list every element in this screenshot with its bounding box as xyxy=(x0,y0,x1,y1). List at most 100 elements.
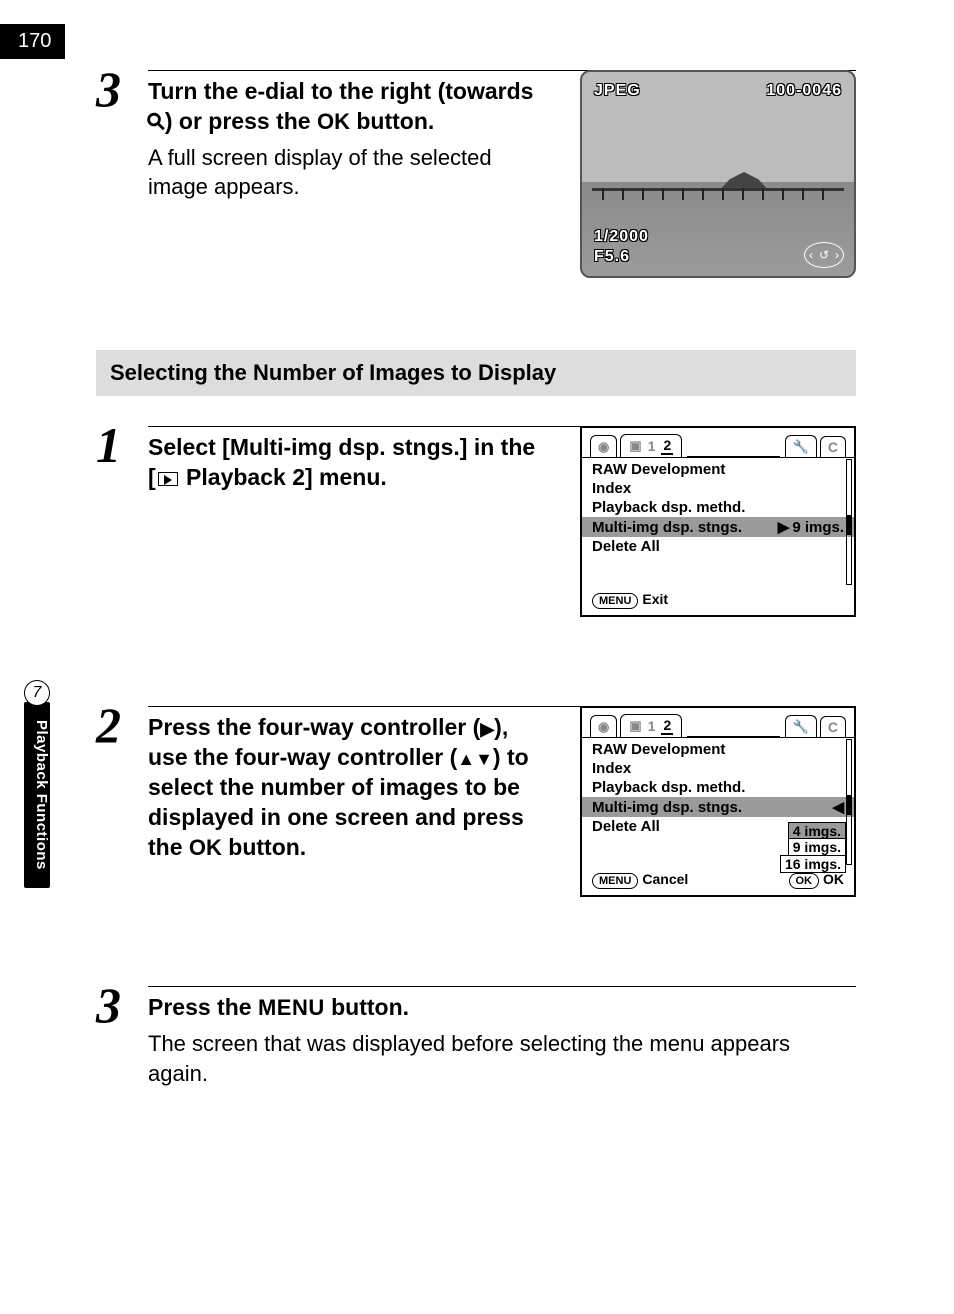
lcd-menu-1: ◉ ▣ 1 2 🔧 C RAW Development Index Playba… xyxy=(580,426,856,617)
right-arrow-icon: ▶ xyxy=(480,719,494,739)
text: ) or press the xyxy=(165,108,317,134)
step-2: 2 Press the four-way controller (▶), use… xyxy=(96,706,856,956)
footer-ok: OK xyxy=(823,871,844,887)
section-header: Selecting the Number of Images to Displa… xyxy=(96,350,856,396)
tab-page-2: 2 xyxy=(661,437,673,455)
tab-capture: ◉ xyxy=(590,435,617,457)
menu-item-value: ▶9 imgs. xyxy=(775,518,844,536)
wrench-icon: 🔧 xyxy=(793,439,809,454)
menu-item-label: Delete All xyxy=(592,818,660,835)
menu-pill-icon: MENU xyxy=(592,593,638,609)
step-1: 1 Select [Multi-img dsp. stngs.] in the … xyxy=(96,426,856,676)
menu-tabs: ◉ ▣ 1 2 🔧 C xyxy=(582,428,854,457)
tab-playback: ▣ 1 2 xyxy=(620,434,682,457)
menu-item: Delete All xyxy=(582,537,854,556)
tab-page-1: 1 xyxy=(648,718,656,734)
menu-item-label: Playback dsp. methd. xyxy=(592,779,745,796)
wrench-icon: 🔧 xyxy=(793,719,809,734)
step-title: Press the MENU button. xyxy=(148,993,848,1023)
footer-cancel: Cancel xyxy=(642,871,688,887)
option-selected: 4 imgs. xyxy=(788,822,846,840)
ok-label: OK xyxy=(189,835,222,860)
step-number: 3 xyxy=(96,64,121,114)
menu-item: RAW Development xyxy=(582,740,854,759)
option-list: 4 imgs. 9 imgs. 16 imgs. xyxy=(780,823,846,873)
step-description: The screen that was displayed before sel… xyxy=(148,1029,848,1088)
step-title: Turn the e-dial to the right (towards ) … xyxy=(148,77,548,137)
ok-label: OK xyxy=(317,109,350,134)
step-title: Press the four-way controller (▶), use t… xyxy=(148,713,548,862)
tab-page-2: 2 xyxy=(661,717,673,735)
text: Playback 2] menu. xyxy=(180,464,387,490)
value-text: 9 imgs. xyxy=(792,519,844,536)
text: Turn the e-dial to the right (towards xyxy=(148,78,533,104)
menu-item-label: Index xyxy=(592,480,631,497)
aperture: F5.6 xyxy=(594,248,630,266)
lcd-menu-2: ◉ ▣ 1 2 🔧 C RAW Development Index Playba… xyxy=(580,706,856,897)
option: 9 imgs. xyxy=(788,838,846,856)
menu-item-selected: Multi-img dsp. stngs. ▶9 imgs. xyxy=(582,517,854,537)
tab-playback: ▣ 1 2 xyxy=(620,714,682,737)
tab-custom: C xyxy=(820,716,846,737)
step-number: 2 xyxy=(96,700,121,750)
step-description: A full screen display of the selected im… xyxy=(148,143,548,202)
chapter-label: Playback Functions xyxy=(24,702,50,888)
tab-page-1: 1 xyxy=(648,438,656,454)
menu-item: Playback dsp. methd. xyxy=(582,778,854,797)
menu-tabs: ◉ ▣ 1 2 🔧 C xyxy=(582,708,854,737)
step-number: 3 xyxy=(96,980,121,1030)
menu-item-label: Multi-img dsp. stngs. xyxy=(592,799,742,816)
tab-custom: C xyxy=(820,436,846,457)
menu-item-label: RAW Development xyxy=(592,461,725,478)
left-arrow-icon: ◀ xyxy=(832,798,844,816)
text: button. xyxy=(325,994,409,1020)
up-down-arrow-icon: ▲▼ xyxy=(457,749,493,769)
menu-item-selected: Multi-img dsp. stngs. ◀ xyxy=(582,797,854,817)
menu-item-label: Delete All xyxy=(592,538,660,555)
menu-item-label: Index xyxy=(592,760,631,777)
option: 16 imgs. xyxy=(780,855,846,873)
step-number: 1 xyxy=(96,420,121,470)
camera-icon: ◉ xyxy=(598,439,609,454)
ok-pill-icon: OK xyxy=(789,873,820,889)
page-number: 170 xyxy=(0,24,65,59)
camera-icon: ◉ xyxy=(598,719,609,734)
format-label: JPEG xyxy=(594,82,641,100)
playback-icon xyxy=(158,472,178,486)
menu-pill-icon: MENU xyxy=(592,873,638,889)
step-title: Select [Multi-img dsp. stngs.] in the [ … xyxy=(148,433,548,493)
scrollbar xyxy=(846,739,852,865)
menu-item: Playback dsp. methd. xyxy=(582,498,854,517)
menu-item: Index xyxy=(582,759,854,778)
menu-item-label: RAW Development xyxy=(592,741,725,758)
magnify-icon xyxy=(148,108,165,134)
menu-label: MENU xyxy=(258,995,325,1020)
lcd-preview-photo: JPEG 100-0046 1/2000 F5.6 ‹↺› xyxy=(580,70,856,278)
side-tab: 7 Playback Functions xyxy=(24,680,50,888)
footer-label: Exit xyxy=(642,591,668,607)
scrollbar xyxy=(846,459,852,585)
step-3-bottom: 3 Press the MENU button. The screen that… xyxy=(96,986,856,1088)
menu-footer: MENUExit xyxy=(582,587,854,615)
text: Press the xyxy=(148,994,258,1020)
menu-list: RAW Development Index Playback dsp. meth… xyxy=(582,457,854,558)
tab-setup: 🔧 xyxy=(785,715,817,737)
right-arrow-icon: ▶ xyxy=(778,519,790,536)
playback-icon: ▣ xyxy=(629,438,641,454)
file-number: 100-0046 xyxy=(766,82,842,100)
chapter-number-icon: 7 xyxy=(24,680,50,706)
text: button. xyxy=(222,834,306,860)
text: button. xyxy=(350,108,434,134)
menu-item: Index xyxy=(582,479,854,498)
pier-silhouette xyxy=(582,170,854,200)
tab-setup: 🔧 xyxy=(785,435,817,457)
menu-item: RAW Development xyxy=(582,460,854,479)
shutter-speed: 1/2000 xyxy=(594,228,649,246)
tab-capture: ◉ xyxy=(590,715,617,737)
step-3-top: 3 Turn the e-dial to the right (towards … xyxy=(96,70,856,290)
menu-item-label: Playback dsp. methd. xyxy=(592,499,745,516)
menu-item-label: Multi-img dsp. stngs. xyxy=(592,519,742,536)
text: Press the four-way controller ( xyxy=(148,714,480,740)
playback-icon: ▣ xyxy=(629,718,641,734)
nav-hint-icon: ‹↺› xyxy=(804,242,844,268)
